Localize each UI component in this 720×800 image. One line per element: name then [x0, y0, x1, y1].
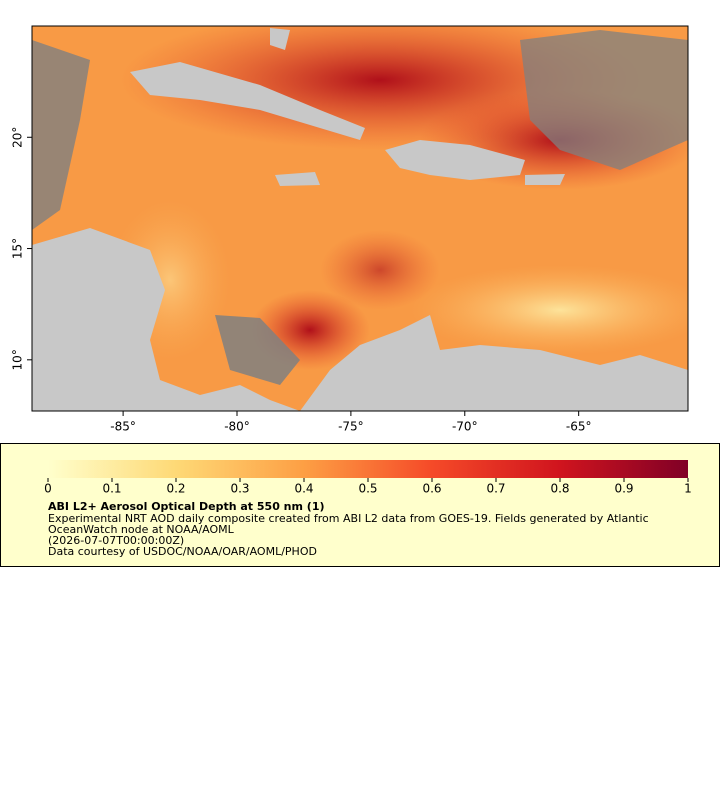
x-tick-label: -85° [110, 420, 136, 434]
colorbar-tick-label: 0.5 [358, 482, 377, 496]
caption-line: Data courtesy of USDOC/NOAA/OAR/AOML/PHO… [48, 545, 317, 558]
colorbar-tick-label: 0.4 [294, 482, 313, 496]
y-tick-label: 15° [11, 238, 25, 259]
colorbar [48, 460, 688, 478]
x-axis: -85° -80° -75° -70° -65° [110, 411, 591, 434]
colorbar-tick-label: 0.2 [166, 482, 185, 496]
x-tick-label: -65° [566, 420, 592, 434]
caption-title: ABI L2+ Aerosol Optical Depth at 550 nm … [48, 500, 325, 513]
colorbar-ticks: 0 0.1 0.2 0.3 0.4 0.5 0.6 0.7 0.8 0.9 1 [44, 478, 692, 496]
y-tick-label: 20° [11, 127, 25, 148]
colorbar-tick-label: 0.1 [102, 482, 121, 496]
caption-line: OceanWatch node at NOAA/AOML [48, 523, 235, 536]
x-tick-label: -80° [224, 420, 250, 434]
x-tick-label: -75° [338, 420, 364, 434]
y-tick-label: 10° [11, 349, 25, 370]
y-axis: 10° 15° 20° [11, 127, 32, 370]
colorbar-tick-label: 0.9 [614, 482, 633, 496]
colorbar-tick-label: 0.7 [486, 482, 505, 496]
colorbar-tick-label: 0.3 [230, 482, 249, 496]
colorbar-tick-label: 1 [684, 482, 692, 496]
aod-field [32, 26, 688, 411]
caption-line: Experimental NRT AOD daily composite cre… [48, 512, 649, 525]
colorbar-tick-label: 0.8 [550, 482, 569, 496]
colorbar-tick-label: 0 [44, 482, 52, 496]
x-tick-label: -70° [452, 420, 478, 434]
plot-frame [31, 25, 689, 412]
colorbar-tick-label: 0.6 [422, 482, 441, 496]
caption-line: (2026-07-07T00:00:00Z) [48, 534, 184, 547]
